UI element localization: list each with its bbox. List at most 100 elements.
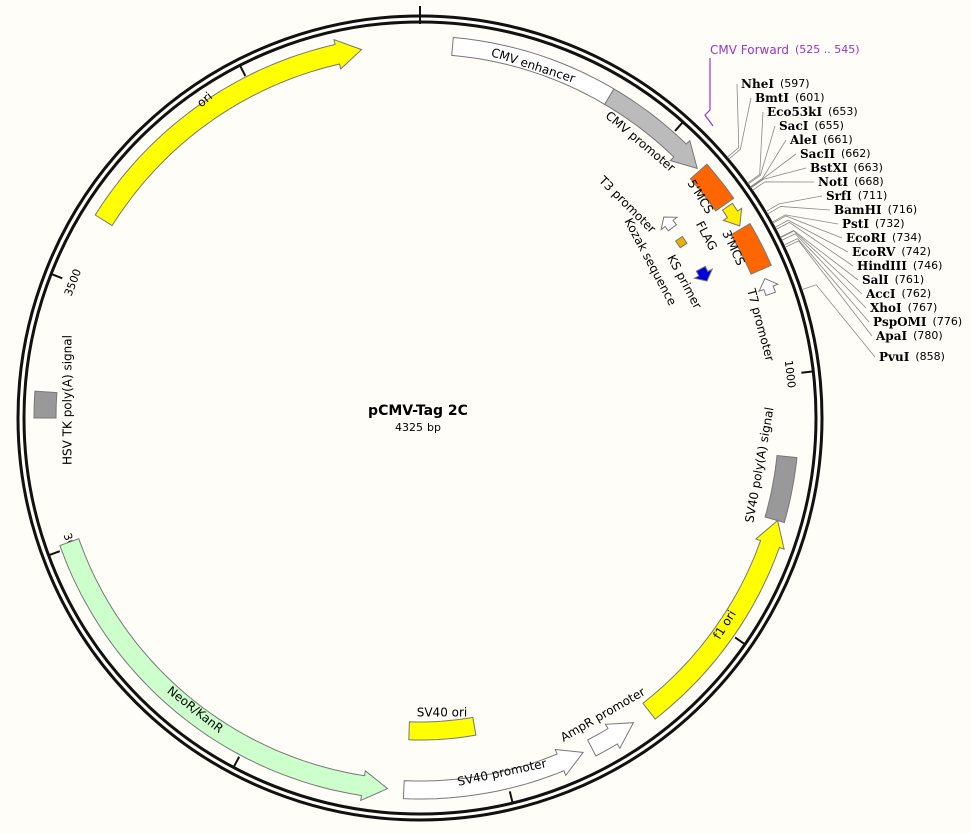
site-line [750,167,807,189]
feature-arrow [604,88,698,170]
tick-mark [674,121,684,132]
site-line [781,233,867,309]
length-value: 4325 [395,421,423,434]
site-position: (742) [901,245,931,258]
feature-arrow [586,722,635,757]
feature-arrow [675,235,688,249]
site-line [749,139,787,188]
site-line [747,125,776,185]
site-label: PstI (732) [842,217,905,231]
site-position: (780) [913,329,943,342]
site-name: XhoI [870,301,902,315]
site-label: SacI (655) [779,119,844,133]
feature-arrow [692,265,714,282]
site-position: (716) [888,203,918,216]
plasmid-name: pCMV-Tag 2C [368,403,468,419]
site-label: Eco53kI (653) [767,105,858,119]
site-line [774,219,849,253]
site-label: SalI (761) [862,273,924,287]
primer-range: (525 .. 545) [795,43,860,56]
site-label: SacII (662) [800,147,871,161]
tick-mark [734,636,746,646]
site-line [727,83,740,158]
tick-mark [50,273,63,280]
site-position: (597) [780,77,810,90]
primer-label: CMV Forward (525 .. 545) [710,43,860,57]
site-name: ApaI [875,329,907,343]
site-line [775,221,854,267]
feature-arrow [689,163,735,212]
site-line [728,97,752,160]
tick-mark [232,756,241,768]
site-position: (661) [823,133,853,146]
site-position: (663) [853,161,883,174]
site-position: (762) [902,287,932,300]
site-name: EcoRI [846,231,886,245]
feature-arrow [642,519,785,720]
site-name: AleI [789,133,818,147]
site-label: EcoRV (742) [852,245,931,259]
site-position: (858) [915,350,945,363]
site-line [801,284,876,358]
site-name: HindIII [857,259,907,273]
site-position: (776) [933,315,963,328]
tick-mark [508,791,514,804]
feature-arrow [730,222,772,275]
length-unit: bp [427,421,441,434]
site-name: PstI [842,217,869,231]
site-name: SacII [800,147,835,161]
feature-arrow [660,216,679,232]
site-label: BmtI (601) [755,91,825,105]
site-line [779,229,859,281]
site-line [750,153,797,188]
site-label: ApaI (780) [875,329,943,343]
site-line [772,214,839,225]
site-label: SrfI (711) [826,189,887,203]
feature-arrow [402,748,585,800]
plasmid-length: 4325 bp [395,421,441,434]
site-position: (662) [841,147,871,160]
feature-arrow [764,454,798,524]
site-label: EcoRI (734) [846,231,922,245]
tick-label: 1000 [782,359,798,388]
feature-arrow [758,277,780,297]
site-position: (653) [828,105,858,118]
tick-mark [48,550,61,557]
site-name: BmtI [755,91,789,105]
site-line [780,230,863,295]
site-position: (668) [854,175,884,188]
primer-name: CMV Forward [710,43,789,57]
site-label: NotI (668) [818,175,884,189]
site-position: (761) [895,273,925,286]
site-name: SrfI [826,189,852,203]
feature-label: SV40 ori [417,706,468,720]
site-position: (746) [913,259,943,272]
site-line [747,111,764,184]
site-line [772,215,843,239]
feature-arrow [408,716,477,741]
site-name: AccI [865,287,896,301]
site-label: PvuI (858) [879,350,945,364]
site-label: XhoI (767) [870,301,937,315]
tick-mark [239,64,247,77]
tick-mark [801,370,814,374]
feature-arrow [59,538,389,802]
feature-arrow [33,390,58,419]
feature-arrow [721,202,743,227]
site-label: BstXI (663) [810,161,883,175]
site-name: NheI [741,77,774,91]
site-name: Eco53kI [767,105,822,119]
site-label: BamHI (716) [834,203,917,217]
site-position: (734) [892,231,922,244]
site-position: (767) [908,301,938,314]
site-position: (732) [875,217,905,230]
site-line [783,238,870,323]
site-name: SalI [862,273,889,287]
site-label: AleI (661) [789,133,853,147]
site-line [767,206,831,215]
site-name: NotI [818,175,849,189]
site-label: HindIII (746) [857,259,942,273]
site-name: BstXI [810,161,848,175]
site-line [765,195,823,212]
